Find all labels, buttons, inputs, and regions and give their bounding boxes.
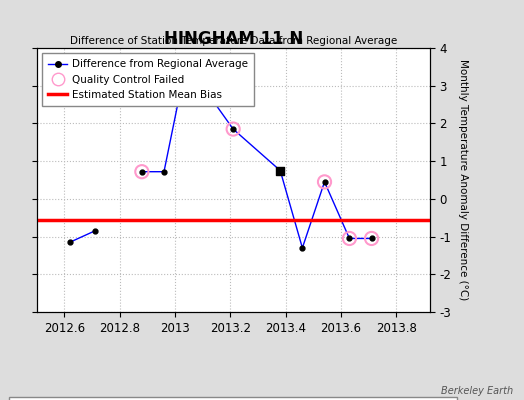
- Legend: Station Move, Record Gap, Time of Obs. Change, Empirical Break: Station Move, Record Gap, Time of Obs. C…: [9, 397, 457, 400]
- Point: [345, 235, 354, 242]
- Text: Difference of Station Temperature Data from Regional Average: Difference of Station Temperature Data f…: [70, 36, 397, 46]
- Title: HINGHAM 11 N: HINGHAM 11 N: [163, 30, 303, 48]
- Y-axis label: Monthly Temperature Anomaly Difference (°C): Monthly Temperature Anomaly Difference (…: [458, 59, 468, 301]
- Point: [276, 167, 285, 174]
- Text: Berkeley Earth: Berkeley Earth: [441, 386, 514, 396]
- Point: [229, 126, 237, 132]
- Point: [138, 168, 146, 175]
- Point: [320, 179, 329, 185]
- Point: [367, 235, 376, 242]
